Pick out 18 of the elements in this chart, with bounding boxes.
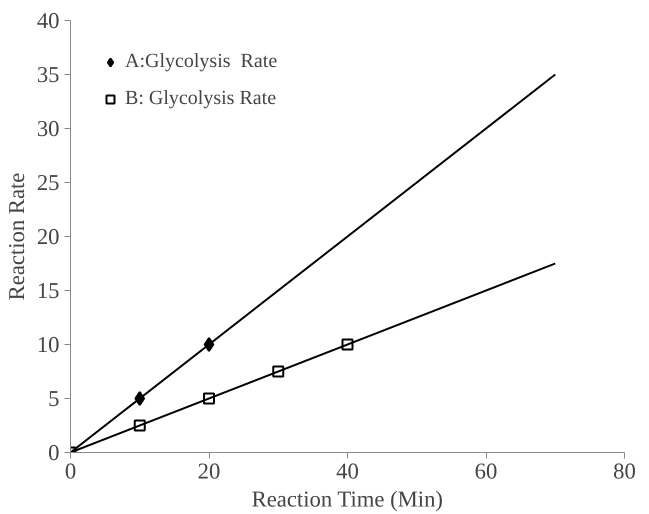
y-tick-label: 20 <box>36 224 60 249</box>
x-tick-label: 0 <box>64 458 76 484</box>
y-axis-title: Reaction Rate <box>4 172 29 300</box>
x-axis-title: Reaction Time (Min) <box>252 486 443 512</box>
x-tick-label: 60 <box>474 458 498 484</box>
legend-label: B: Glycolysis Rate <box>125 87 276 110</box>
y-tick-label: 35 <box>36 62 60 87</box>
y-tick-label: 5 <box>48 386 60 411</box>
legend-label: A:Glycolysis Rate <box>125 50 278 73</box>
x-tick-label: 40 <box>336 458 359 484</box>
y-tick-label: 25 <box>36 170 60 195</box>
y-tick-label: 40 <box>36 8 60 33</box>
y-tick-label: 0 <box>48 440 60 465</box>
y-tick-label: 30 <box>36 116 60 141</box>
x-tick-label: 20 <box>198 458 220 484</box>
y-tick-label: 15 <box>36 278 60 303</box>
y-tick-label: 10 <box>36 332 60 357</box>
x-tick-label: 80 <box>613 458 636 484</box>
